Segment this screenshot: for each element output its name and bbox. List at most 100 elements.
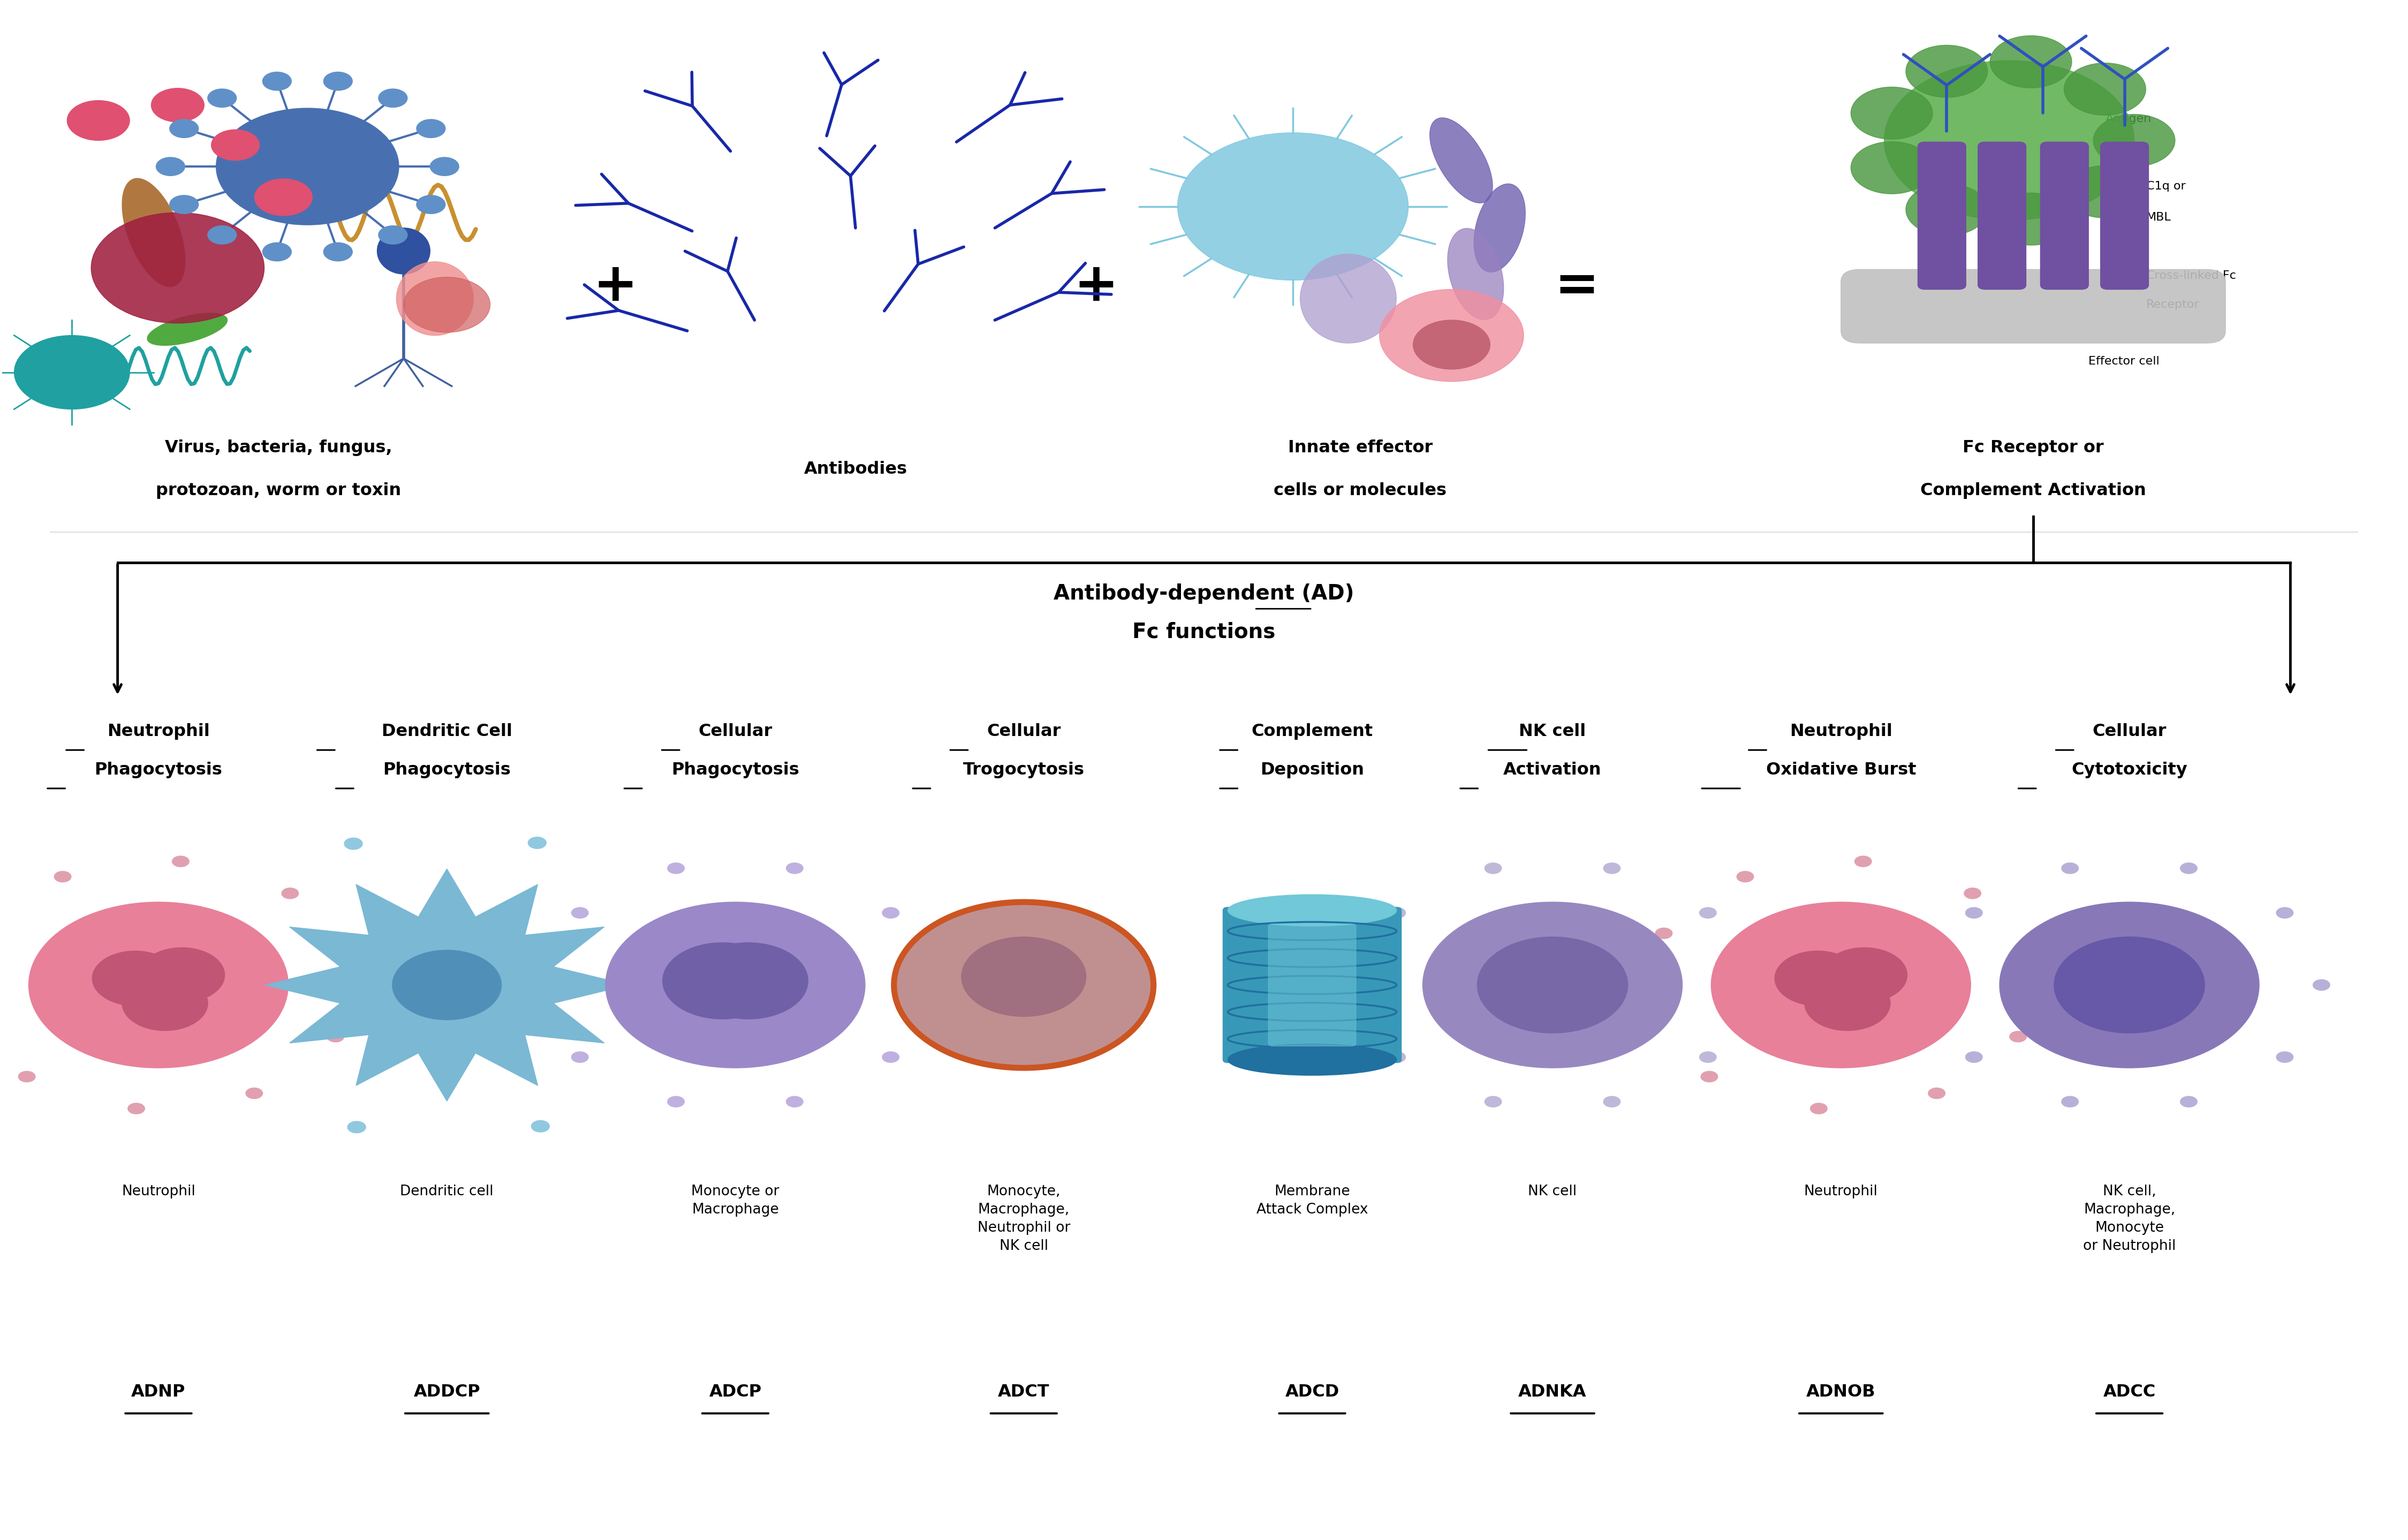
Circle shape <box>1965 889 1982 899</box>
Circle shape <box>667 1096 684 1107</box>
Circle shape <box>1883 60 2133 220</box>
Text: ADNP: ADNP <box>132 1383 185 1400</box>
Ellipse shape <box>147 313 226 345</box>
Circle shape <box>1700 1072 1717 1083</box>
Circle shape <box>2011 1032 2028 1043</box>
Circle shape <box>19 1072 36 1083</box>
Circle shape <box>92 213 265 323</box>
Circle shape <box>29 902 289 1067</box>
Text: Antibodies: Antibodies <box>804 460 908 477</box>
Text: Effector cell: Effector cell <box>2088 356 2160 367</box>
Text: ADDCP: ADDCP <box>414 1383 479 1400</box>
Ellipse shape <box>1300 254 1397 343</box>
Circle shape <box>1989 192 2071 245</box>
Circle shape <box>961 936 1086 1016</box>
Circle shape <box>1380 290 1524 382</box>
Circle shape <box>2276 1052 2292 1063</box>
Text: Monocyte,
Macrophage,
Neutrophil or
NK cell: Monocyte, Macrophage, Neutrophil or NK c… <box>978 1184 1069 1254</box>
Circle shape <box>123 976 207 1030</box>
Circle shape <box>214 921 234 933</box>
Polygon shape <box>265 869 628 1101</box>
Text: Activation: Activation <box>1503 762 1601 778</box>
FancyBboxPatch shape <box>1977 142 2025 290</box>
Circle shape <box>662 942 783 1019</box>
Circle shape <box>1852 88 1934 139</box>
Text: Neutrophil: Neutrophil <box>106 724 209 739</box>
FancyBboxPatch shape <box>2040 142 2088 290</box>
Circle shape <box>1929 1087 1946 1098</box>
Text: Cytotoxicity: Cytotoxicity <box>2071 762 2186 778</box>
Circle shape <box>169 196 197 214</box>
Circle shape <box>173 856 190 867</box>
Text: Cellular: Cellular <box>698 724 773 739</box>
Ellipse shape <box>1228 895 1397 926</box>
Circle shape <box>262 72 291 91</box>
Circle shape <box>893 902 1153 1067</box>
Circle shape <box>1178 132 1409 280</box>
Circle shape <box>393 950 501 1019</box>
Text: Deposition: Deposition <box>1259 762 1363 778</box>
Circle shape <box>344 838 364 850</box>
Circle shape <box>1476 936 1628 1033</box>
Circle shape <box>207 89 236 108</box>
Text: Fc Receptor or: Fc Receptor or <box>1963 439 2105 456</box>
Circle shape <box>660 1036 679 1049</box>
Ellipse shape <box>1447 228 1503 320</box>
Circle shape <box>689 942 809 1019</box>
Text: ADCP: ADCP <box>708 1383 761 1400</box>
Circle shape <box>2061 1096 2078 1107</box>
Text: Virus, bacteria, fungus,: Virus, bacteria, fungus, <box>166 439 393 456</box>
Circle shape <box>255 179 313 216</box>
Circle shape <box>604 902 864 1067</box>
Text: Membrane
Attack Complex: Membrane Attack Complex <box>1257 1184 1368 1217</box>
Text: Neutrophil: Neutrophil <box>120 1184 195 1198</box>
Text: Neutrophil: Neutrophil <box>1789 724 1893 739</box>
Circle shape <box>1413 320 1491 370</box>
Circle shape <box>157 157 185 176</box>
Text: ADCT: ADCT <box>997 1383 1050 1400</box>
FancyBboxPatch shape <box>1269 924 1356 1046</box>
Text: Phagocytosis: Phagocytosis <box>94 762 222 778</box>
Ellipse shape <box>1430 117 1493 203</box>
Circle shape <box>532 1121 549 1132</box>
Circle shape <box>535 979 551 990</box>
Circle shape <box>1989 35 2071 88</box>
Text: MBL: MBL <box>2146 213 2172 223</box>
Circle shape <box>1965 1052 1982 1063</box>
Text: Dendritic cell: Dendritic cell <box>400 1184 494 1198</box>
Circle shape <box>55 872 72 882</box>
Text: +: + <box>1074 260 1117 313</box>
Text: Fc functions: Fc functions <box>1132 622 1276 642</box>
Circle shape <box>1905 45 1987 97</box>
Circle shape <box>323 243 352 262</box>
Circle shape <box>342 955 359 966</box>
Circle shape <box>1775 952 1861 1006</box>
Circle shape <box>1700 907 1717 918</box>
Circle shape <box>881 1052 898 1063</box>
Circle shape <box>282 889 299 899</box>
Circle shape <box>1736 872 1753 882</box>
Circle shape <box>2179 1096 2196 1107</box>
Text: Cross-linked Fc: Cross-linked Fc <box>2146 270 2237 280</box>
Text: ADNKA: ADNKA <box>1519 1383 1587 1400</box>
Circle shape <box>140 947 224 1003</box>
Circle shape <box>920 979 937 990</box>
Text: Monocyte or
Macrophage: Monocyte or Macrophage <box>691 1184 780 1217</box>
Circle shape <box>378 226 407 245</box>
Circle shape <box>2054 936 2206 1033</box>
Circle shape <box>527 838 547 849</box>
Circle shape <box>571 1052 588 1063</box>
Circle shape <box>1929 979 1946 990</box>
Circle shape <box>1854 856 1871 867</box>
Circle shape <box>1351 979 1368 990</box>
Circle shape <box>1712 902 1970 1067</box>
Text: +: + <box>592 260 638 313</box>
Text: Innate effector: Innate effector <box>1288 439 1433 456</box>
Circle shape <box>1486 1096 1503 1107</box>
Circle shape <box>2314 979 2331 990</box>
Circle shape <box>2179 862 2196 873</box>
Ellipse shape <box>1474 183 1524 273</box>
Circle shape <box>1486 862 1503 873</box>
Text: Neutrophil: Neutrophil <box>1804 1184 1878 1198</box>
Circle shape <box>378 89 407 108</box>
